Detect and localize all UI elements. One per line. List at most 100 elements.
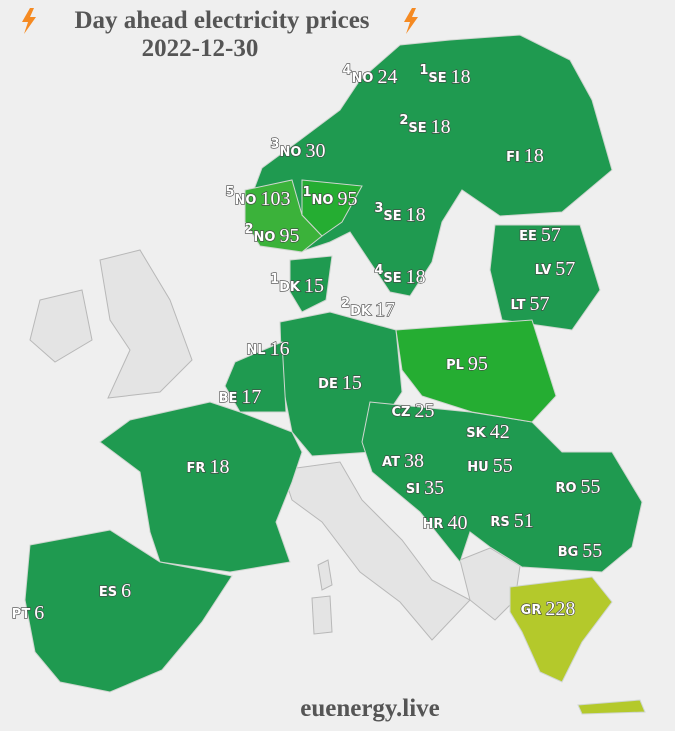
zone-label: GR 228 [521,598,576,620]
zone-price: 57 [555,258,575,280]
zone-number: 5 [226,185,235,200]
title: Day ahead electricity prices [74,7,369,34]
zone-code: SE [383,209,401,224]
zone-price: 55 [582,540,602,562]
zone-code: RO [555,481,576,496]
bolt-icon [404,8,418,34]
zone-price: 6 [34,602,44,624]
zone-price: 42 [490,421,510,443]
zone-label: CZ 25 [392,400,435,422]
zone-number: 3 [374,201,383,216]
italy [281,461,471,641]
zone-price: 17 [375,299,395,321]
denmark [289,255,333,313]
zone-price: 25 [414,400,434,422]
zone-label: BG 55 [558,540,603,562]
zone-code: BE [219,391,238,406]
zone-label: 2NO 95 [245,222,300,247]
zone-price: 16 [270,338,290,360]
zone-number: 3 [271,137,280,152]
zone-price: 95 [279,225,299,247]
zone-price: 38 [404,450,424,472]
bolt-icon [22,8,36,34]
corsica [317,559,333,591]
zone-code: RS [490,515,509,530]
zone-code: DE [318,377,338,392]
zone-code: FR [187,461,206,476]
zone-code: FI [506,150,520,165]
zone-label: PT 6 [12,602,44,624]
ireland [29,289,93,363]
zone-price: 57 [541,224,561,246]
zone-label: 2SE 18 [399,113,450,138]
iberia [24,529,233,693]
zone-label: BE 17 [219,386,262,408]
zone-label: NL 16 [246,338,289,360]
zone-price: 18 [451,66,471,88]
zone-label: SI 35 [406,477,444,499]
zone-label: 1NO 95 [303,185,358,210]
zone-label: FR 18 [187,456,230,478]
zone-price: 51 [514,510,534,532]
uk [99,249,193,399]
france [99,401,303,573]
zone-code: NO [352,71,374,86]
zone-label: RO 55 [555,476,600,498]
zone-label: 4SE 18 [374,263,425,288]
zone-code: NO [312,193,334,208]
zone-number: 2 [245,222,254,237]
norway-west [244,179,323,253]
central-east [361,401,643,573]
zone-price: 95 [337,188,357,210]
zone-code: PT [12,607,31,622]
zone-code: AT [382,455,400,470]
zone-price: 15 [342,372,362,394]
zone-code: PL [446,358,464,373]
zone-code: NO [280,145,302,160]
benelux [224,341,287,413]
date: 2022-12-30 [142,35,259,62]
zone-code: BG [558,545,579,560]
greece [509,576,613,683]
zone-label: ES 6 [99,580,131,602]
zone-price: 15 [304,275,324,297]
sardinia [311,595,333,635]
zone-number: 2 [399,113,408,128]
zone-price: 103 [260,188,290,210]
baltics [489,224,601,331]
zone-number: 4 [374,263,383,278]
zone-number: 2 [341,296,350,311]
footer: euenergy.live [300,695,440,722]
zone-label: 1SE 18 [419,63,470,88]
zone-price: 18 [406,204,426,226]
zone-label: HU 55 [467,455,512,477]
zone-code: LT [511,298,526,313]
zone-code: SI [406,482,420,497]
zone-code: DK [279,280,301,295]
zone-price: 95 [468,353,488,375]
zone-price: 18 [406,266,426,288]
zone-code: ES [99,585,117,600]
zone-price: 18 [524,145,544,167]
zone-label: 3SE 18 [374,201,425,226]
zone-number: 4 [343,63,352,78]
zone-number: 1 [303,185,312,200]
norway-east [301,179,363,237]
zone-label: EE 57 [519,224,561,246]
zone-label: LT 57 [511,293,550,315]
poland [395,319,557,423]
crete [577,699,646,715]
zone-label: SK 42 [466,421,509,443]
zone-price: 228 [545,598,575,620]
zone-code: SE [383,271,401,286]
zone-code: DK [350,304,372,319]
zone-label: AT 38 [382,450,424,472]
zone-label: 4NO 24 [343,63,398,88]
zone-price: 18 [431,116,451,138]
zone-label: LV 57 [535,258,576,280]
zone-code: GR [521,603,542,618]
zone-price: 55 [493,455,513,477]
zone-label: 5NO 103 [226,185,291,210]
zone-number: 1 [419,63,428,78]
